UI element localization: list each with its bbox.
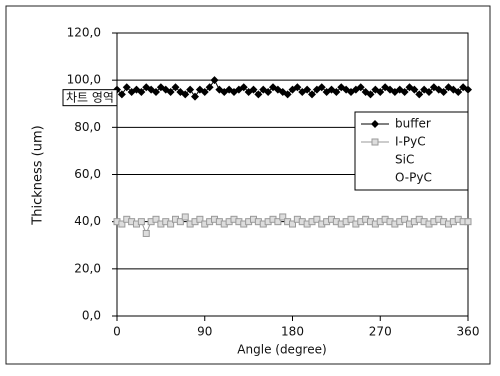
annotation-box bbox=[62, 89, 118, 107]
marker bbox=[454, 87, 463, 96]
x-tick-label: 180 bbox=[281, 325, 304, 339]
x-axis-title: Angle (degree) bbox=[237, 343, 326, 357]
y-tick-label: 120,0 bbox=[67, 26, 101, 40]
marker bbox=[303, 85, 312, 94]
marker bbox=[205, 83, 214, 92]
marker bbox=[142, 229, 150, 237]
marker bbox=[317, 83, 326, 92]
marker bbox=[239, 83, 248, 92]
marker bbox=[439, 87, 448, 96]
y-tick-label: 60,0 bbox=[74, 167, 101, 181]
marker bbox=[371, 138, 379, 146]
marker bbox=[313, 215, 321, 223]
marker bbox=[366, 90, 375, 99]
marker bbox=[308, 90, 316, 99]
marker bbox=[137, 87, 146, 96]
y-axis-title: Thickness (um) bbox=[31, 125, 46, 225]
marker bbox=[356, 83, 365, 92]
marker bbox=[332, 87, 341, 96]
marker bbox=[279, 213, 287, 221]
marker bbox=[274, 218, 282, 226]
marker bbox=[210, 76, 219, 85]
marker bbox=[376, 87, 385, 96]
marker bbox=[117, 90, 126, 99]
legend-label: O-PyC bbox=[395, 171, 432, 185]
marker bbox=[191, 92, 199, 101]
x-tick-label: 90 bbox=[197, 325, 212, 339]
marker bbox=[152, 87, 160, 96]
y-tick-label: 40,0 bbox=[74, 214, 101, 228]
marker bbox=[118, 220, 126, 228]
marker bbox=[181, 90, 190, 99]
y-tick-label: 100,0 bbox=[67, 73, 101, 87]
marker bbox=[415, 90, 424, 99]
marker bbox=[166, 87, 175, 96]
marker bbox=[167, 220, 175, 228]
marker bbox=[171, 83, 180, 92]
marker bbox=[181, 213, 189, 221]
marker bbox=[176, 218, 184, 226]
marker bbox=[289, 220, 296, 228]
marker bbox=[410, 85, 419, 94]
marker bbox=[425, 87, 433, 96]
marker bbox=[152, 215, 160, 223]
marker bbox=[200, 87, 209, 96]
marker bbox=[293, 83, 302, 92]
marker bbox=[137, 218, 145, 226]
marker bbox=[401, 215, 409, 223]
marker bbox=[400, 87, 409, 96]
x-tick-label: 270 bbox=[369, 325, 392, 339]
marker bbox=[371, 120, 379, 128]
marker bbox=[347, 215, 355, 223]
y-tick-label: 20,0 bbox=[74, 261, 101, 275]
y-tick-label: 0,0 bbox=[82, 309, 101, 323]
marker bbox=[196, 215, 204, 223]
x-tick-label: 360 bbox=[457, 325, 480, 339]
marker bbox=[249, 85, 258, 94]
marker bbox=[122, 83, 131, 92]
legend-label: buffer bbox=[395, 117, 431, 131]
y-tick-label: 80,0 bbox=[74, 120, 101, 134]
marker bbox=[464, 218, 472, 226]
marker bbox=[264, 87, 273, 96]
marker bbox=[464, 85, 472, 94]
x-tick-label: 0 bbox=[113, 325, 121, 339]
marker bbox=[186, 85, 195, 94]
marker bbox=[254, 90, 263, 99]
legend-label: I-PyC bbox=[395, 135, 426, 149]
marker bbox=[283, 90, 292, 99]
legend-label: SiC bbox=[395, 153, 414, 167]
annotation: 차트 영역 bbox=[66, 91, 114, 105]
